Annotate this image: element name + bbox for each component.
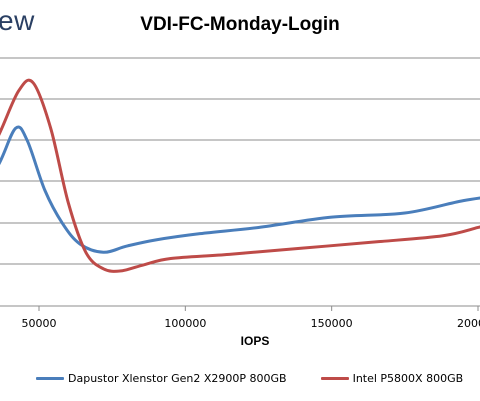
series-line-intel: [0, 78, 480, 273]
legend-item-dapustor: Dapustor Xlenstor Gen2 X2900P 800GB: [36, 372, 287, 385]
x-tick-label: 100000: [164, 317, 206, 330]
logo-text: ew: [0, 5, 35, 36]
chart-title: VDI-FC-Monday-Login: [140, 14, 340, 35]
series-line-dapustor: [0, 125, 480, 254]
x-tick-labels: 50000 100000 150000 200000: [22, 306, 480, 330]
x-tick-label: 150000: [311, 317, 353, 330]
gridlines: [0, 57, 480, 307]
x-axis-title: IOPS: [240, 334, 270, 348]
x-tick-label: 50000: [22, 317, 57, 330]
x-tick-label: 200000: [457, 317, 480, 330]
legend-item-intel: Intel P5800X 800GB: [320, 372, 464, 385]
legend-label-dapustor: Dapustor Xlenstor Gen2 X2900P 800GB: [68, 372, 287, 385]
legend-swatch-intel: [320, 377, 349, 380]
legend: Dapustor Xlenstor Gen2 X2900P 800GB Inte…: [36, 372, 480, 385]
legend-swatch-dapustor: [36, 377, 64, 380]
legend-label-intel: Intel P5800X 800GB: [352, 372, 464, 385]
series-lines: [0, 78, 480, 273]
